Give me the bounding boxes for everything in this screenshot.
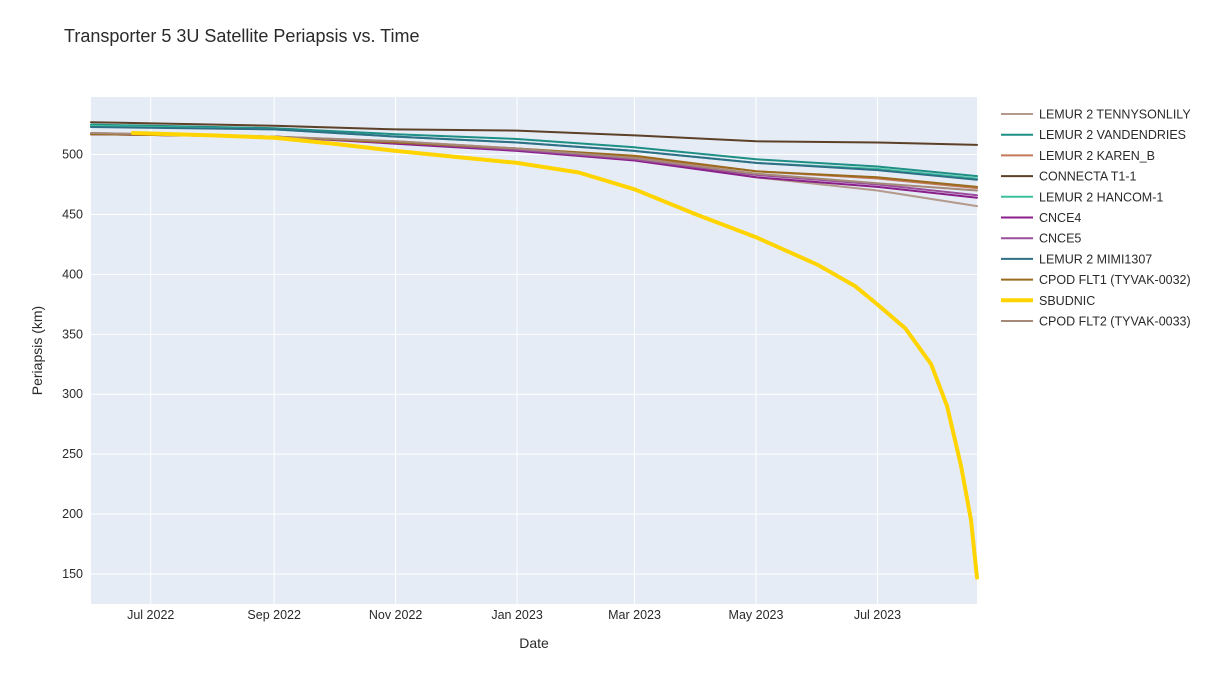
x-tick-label: Mar 2023 bbox=[608, 608, 661, 622]
y-tick-label: 450 bbox=[62, 207, 83, 221]
legend-label: CPOD FLT2 (TYVAK-0033) bbox=[1039, 315, 1191, 329]
x-tick-label: May 2023 bbox=[729, 608, 784, 622]
y-tick-label: 500 bbox=[62, 148, 83, 162]
y-tick-label: 200 bbox=[62, 507, 83, 521]
chart-title: Transporter 5 3U Satellite Periapsis vs.… bbox=[64, 26, 420, 46]
series-lines bbox=[90, 121, 979, 580]
y-tick-label: 150 bbox=[62, 567, 83, 581]
series-line-lemur-2-vandendries bbox=[90, 123, 978, 178]
y-tick-label: 300 bbox=[62, 387, 83, 401]
series-line-lemur-2-mimi1307 bbox=[90, 126, 978, 181]
plot-background bbox=[91, 97, 977, 604]
legend-label: CPOD FLT1 (TYVAK-0032) bbox=[1039, 273, 1191, 287]
legend-label: LEMUR 2 VANDENDRIES bbox=[1039, 128, 1186, 142]
legend-label: CNCE4 bbox=[1039, 211, 1081, 225]
x-axis-ticks: Jul 2022 Sep 2022 Nov 2022 Jan 2023 Mar 2023… bbox=[127, 608, 901, 622]
x-axis-title: Date bbox=[519, 635, 549, 651]
legend-label: CNCE5 bbox=[1039, 232, 1081, 246]
x-tick-label: Jul 2022 bbox=[127, 608, 174, 622]
legend: LEMUR 2 TENNYSONLILY LEMUR 2 VANDENDRIES L… bbox=[1001, 108, 1191, 329]
legend-label: CONNECTA T1-1 bbox=[1039, 170, 1137, 184]
series-line-sbudnic bbox=[130, 131, 979, 580]
y-axis-ticks: 150 200 250 300 350 400 450 500 bbox=[62, 148, 83, 582]
x-tick-label: Sep 2022 bbox=[247, 608, 301, 622]
legend-label: SBUDNIC bbox=[1039, 294, 1095, 308]
x-tick-label: Jul 2023 bbox=[854, 608, 901, 622]
x-tick-label: Nov 2022 bbox=[369, 608, 423, 622]
legend-label: LEMUR 2 TENNYSONLILY bbox=[1039, 108, 1191, 122]
legend-label: LEMUR 2 KAREN_B bbox=[1039, 149, 1155, 163]
y-tick-label: 250 bbox=[62, 447, 83, 461]
y-axis-title: Periapsis (km) bbox=[29, 306, 45, 395]
y-tick-label: 350 bbox=[62, 327, 83, 341]
series-line-connecta-t1-1 bbox=[90, 121, 978, 146]
y-tick-label: 400 bbox=[62, 267, 83, 281]
grid bbox=[91, 97, 977, 604]
legend-label: LEMUR 2 HANCOM-1 bbox=[1039, 190, 1163, 204]
series-line-cpod-flt2-tyvak-0033- bbox=[90, 132, 978, 192]
legend-label: LEMUR 2 MIMI1307 bbox=[1039, 252, 1152, 266]
x-tick-label: Jan 2023 bbox=[491, 608, 542, 622]
